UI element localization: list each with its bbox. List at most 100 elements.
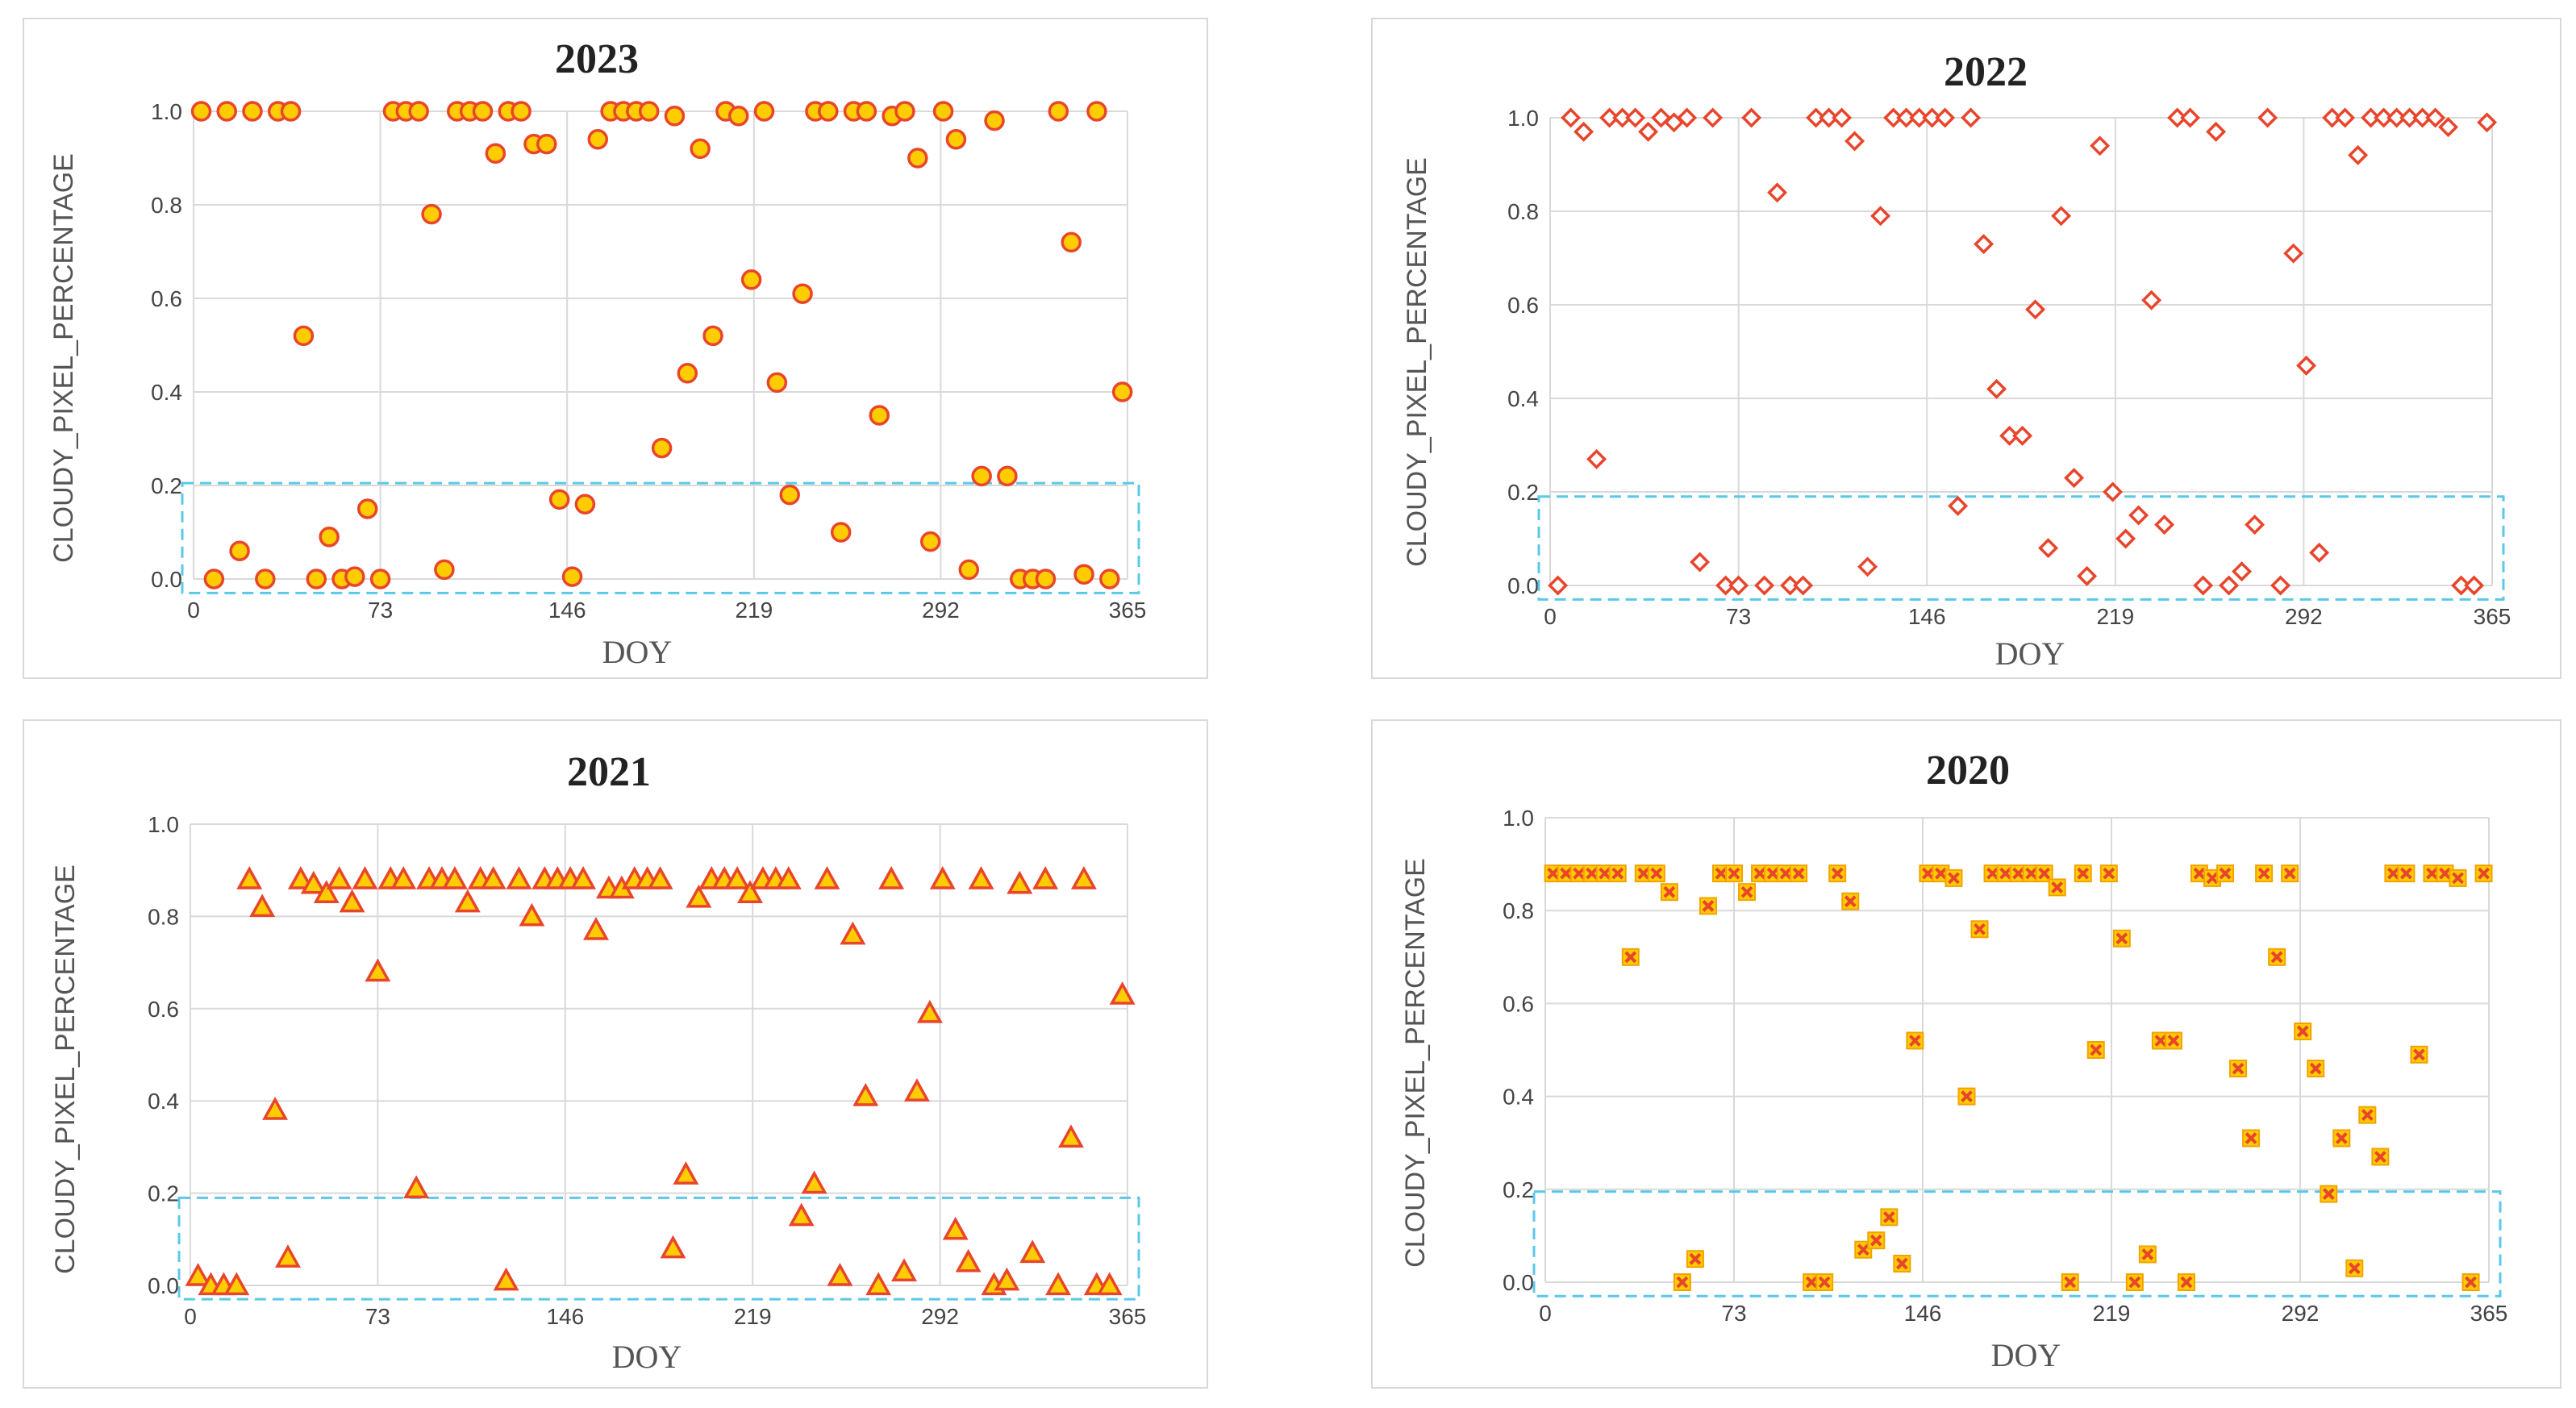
data-point [262,1097,289,1120]
data-point [2283,243,2304,264]
data-point [840,921,866,945]
data-point [2425,107,2446,128]
data-point [369,569,391,589]
data-point [2064,468,2085,489]
x-tick-label: 0 [187,598,200,623]
data-point [942,1216,969,1240]
y-axis-label: CLOUDY_PIXEL_PERCENTAGE [1400,858,1431,1268]
data-point [583,916,609,940]
data-point [1961,107,1982,128]
x-axis-label: DOY [1991,1337,2061,1373]
data-point [2322,107,2343,128]
data-point [339,889,365,913]
data-point [2164,1031,2182,1050]
data-point [2335,107,2356,128]
data-point [994,1267,1020,1291]
x-tick-label: 0 [184,1304,197,1329]
data-point [2397,864,2416,883]
data-point [574,494,596,514]
grid [1549,117,2493,586]
chart-svg: 2020 CLOUDY_PIXEL_PERCENTAGE DOY 0.0 0.2 0… [1400,748,2507,1373]
data-point [2358,1106,2377,1124]
data-point [2361,107,2382,128]
x-axis-label: DOY [1995,635,2065,672]
data-point [2128,505,2149,526]
x-tick-label: 146 [546,1304,584,1329]
data-point [907,148,928,169]
data-point [673,1161,699,1185]
data-point [2229,1060,2248,1078]
chart-svg: 2022 CLOUDY_PIXEL_PERCENTAGE DOY 0.0 0.2 0… [1402,49,2511,672]
x-tick-label: 146 [548,598,586,623]
data-point [306,569,327,589]
data-point [223,1272,250,1296]
y-tick-label: 0.4 [151,380,182,405]
data-point [2320,1185,2338,1203]
data-point [1948,495,1969,516]
data-point [2154,514,2175,535]
data-point [190,101,212,122]
x-tick-label: 219 [2096,604,2134,629]
data-point [775,866,802,889]
y-tick-label: 0.8 [1503,898,1534,923]
data-point [2451,575,2472,596]
data-point [2077,565,2098,586]
data-point [2138,1245,2157,1264]
x-tick-label: 365 [2474,604,2511,629]
data-point [536,133,557,155]
data-point [1048,101,1069,122]
data-point [356,498,378,519]
data-point [441,866,468,889]
data-point [891,1258,918,1281]
data-point [1019,1239,1046,1264]
data-point [319,527,340,548]
data-point [968,866,994,889]
data-point [2281,864,2299,883]
data-point [690,138,711,160]
y-tick-label: 0.2 [1507,480,1539,505]
data-point [2051,206,2072,227]
data-point [2167,107,2188,128]
data-point [2412,107,2433,128]
data-point [971,465,992,487]
data-point [852,1082,879,1106]
highlight-box [1537,495,2505,601]
x-tick-label: 73 [1721,1301,1746,1326]
x-tick-label: 219 [735,598,773,623]
x-tick-label: 73 [365,1304,390,1329]
x-tick-label: 365 [1109,598,1147,623]
x-tick-label: 292 [2282,1301,2320,1326]
data-point [2038,538,2059,559]
chart-title: 2020 [1926,748,2010,794]
data-point [2449,869,2467,887]
data-point [2461,1273,2480,1291]
data-point [1945,869,1963,887]
data-point [737,880,763,903]
x-tick-label: 146 [1908,604,1946,629]
data-point [1032,866,1059,889]
data-point [903,1078,930,1102]
data-point [827,1262,853,1286]
data-point [1111,381,1133,402]
data-point [1703,107,1724,128]
data-point [421,203,442,225]
data-point [2025,299,2046,320]
data-point [2255,864,2274,883]
data-point [2090,135,2111,156]
data-point [2074,864,2092,883]
data-point [203,569,225,589]
y-tick-label: 0.4 [1503,1085,1534,1110]
data-point [1999,425,2020,446]
data-point [1715,575,1736,596]
data-point [1070,866,1097,889]
data-point [1608,864,1627,883]
data-point [2099,864,2118,883]
data-point [1621,948,1640,966]
data-point [2190,864,2208,883]
data-point [1793,575,1814,596]
chart-title: 2022 [1944,49,2028,95]
y-tick-label: 1.0 [1503,806,1534,831]
chart-title: 2023 [555,36,639,82]
x-tick-label: 365 [1109,1304,1147,1329]
data-point [2257,107,2278,128]
